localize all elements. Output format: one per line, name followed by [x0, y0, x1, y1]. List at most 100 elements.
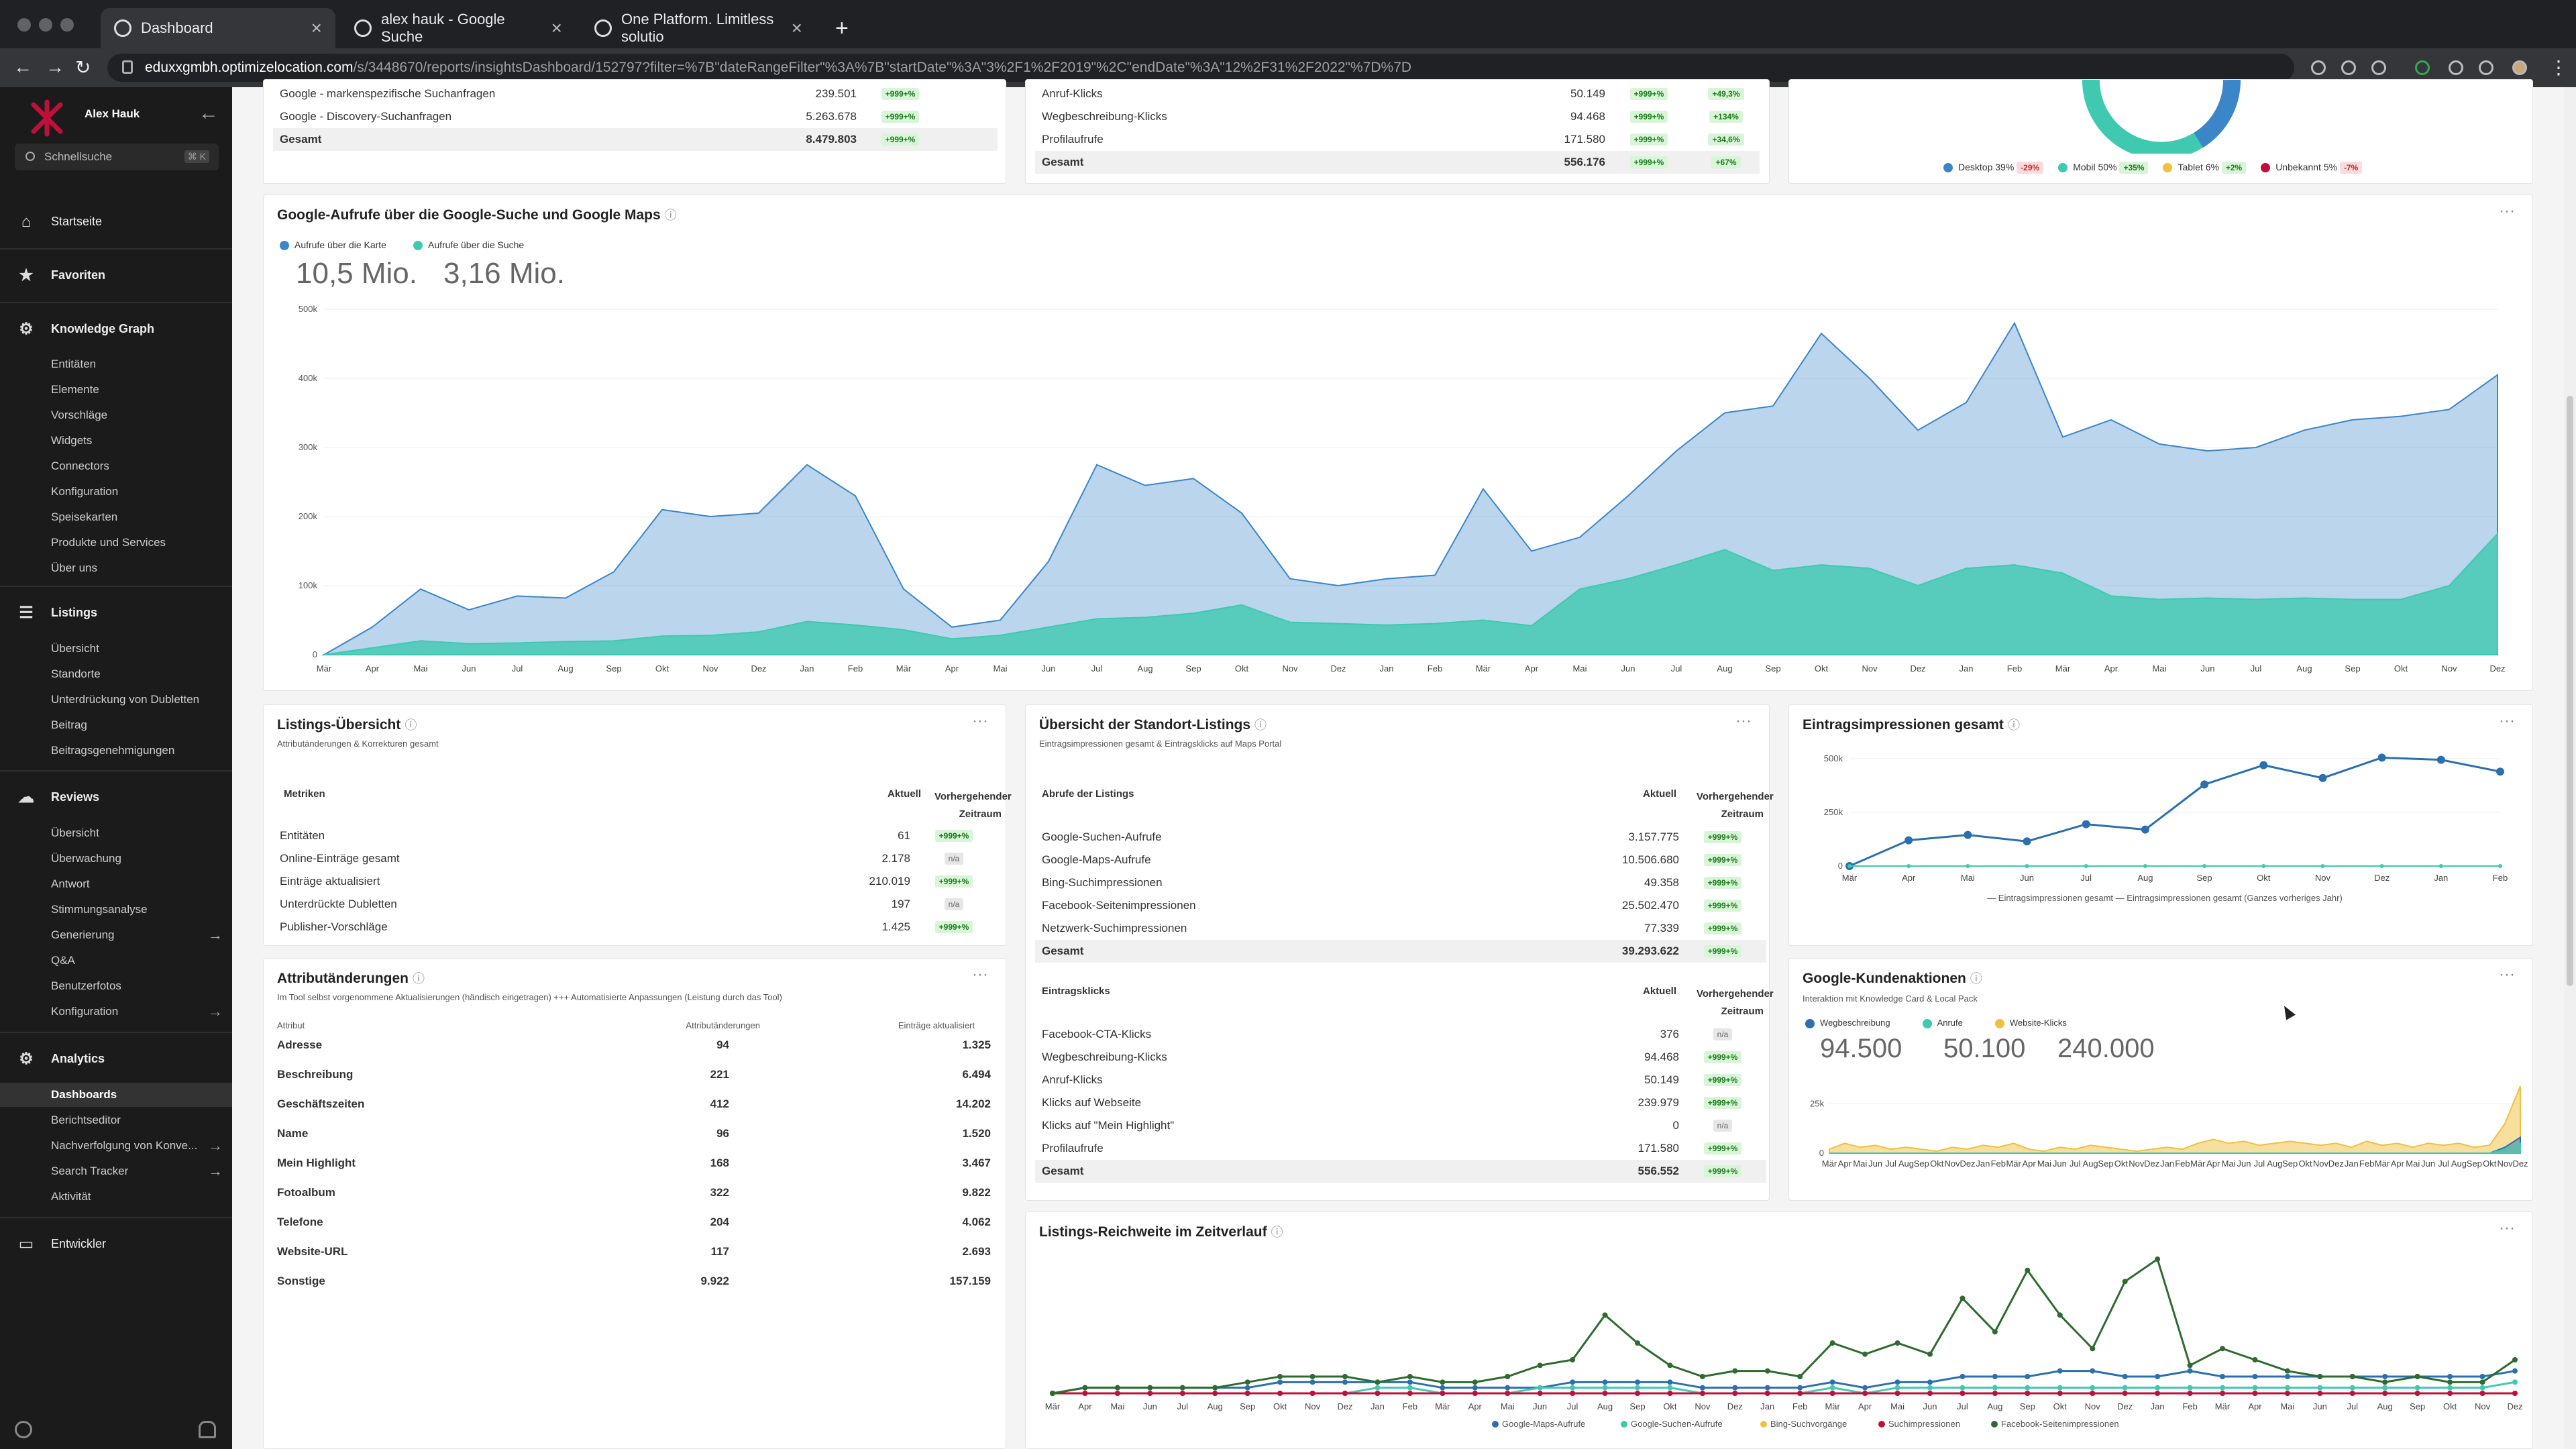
data-point[interactable]	[1992, 1391, 1998, 1396]
nav-developer[interactable]: ▭ Entwickler	[0, 1224, 232, 1264]
user-name[interactable]: Alex Hauk	[85, 107, 140, 120]
help-icon[interactable]	[15, 1421, 32, 1438]
data-point[interactable]	[1570, 1385, 1576, 1391]
data-point[interactable]	[1602, 1385, 1608, 1391]
data-point[interactable]	[1505, 1374, 1511, 1379]
more-options-icon[interactable]: ···	[1735, 712, 1752, 730]
data-point[interactable]	[2122, 1385, 2128, 1391]
data-point[interactable]	[1862, 1351, 1868, 1357]
data-point[interactable]	[1904, 836, 1913, 845]
data-point[interactable]	[1732, 1368, 1738, 1374]
collapse-sidebar-icon[interactable]: ←	[199, 102, 219, 124]
data-point[interactable]	[2479, 1374, 2485, 1379]
data-point[interactable]	[1537, 1362, 1543, 1368]
nav-item-monitoring[interactable]: Überwachung	[51, 852, 121, 865]
data-point[interactable]	[1732, 1391, 1738, 1396]
data-point[interactable]	[1244, 1379, 1250, 1385]
data-point[interactable]	[2090, 1391, 2096, 1396]
data-point[interactable]	[1440, 1379, 1446, 1385]
data-point[interactable]	[1667, 1385, 1673, 1391]
data-point[interactable]	[2200, 780, 2209, 789]
legend-item[interactable]: Website-Klicks	[1994, 1018, 2067, 1028]
data-point[interactable]	[1407, 1391, 1413, 1396]
data-point[interactable]	[2349, 1391, 2355, 1396]
browser-tab-dashboard[interactable]: Dashboard ×	[101, 8, 335, 48]
info-icon[interactable]: ⓘ	[1271, 1226, 1283, 1239]
nav-item-products[interactable]: Produkte und Services	[51, 536, 166, 549]
more-options-icon[interactable]: ···	[2499, 712, 2515, 730]
data-point[interactable]	[2122, 1374, 2128, 1379]
data-point[interactable]	[1732, 1385, 1738, 1391]
data-point[interactable]	[1147, 1385, 1153, 1391]
more-options-icon[interactable]: ···	[2499, 202, 2515, 220]
nav-item-generation[interactable]: Generierung →	[0, 923, 232, 947]
data-point[interactable]	[1797, 1385, 1803, 1391]
window-minimize-control[interactable]	[39, 18, 52, 32]
data-point[interactable]	[1309, 1379, 1316, 1385]
browser-menu-icon[interactable]: ⋮	[2549, 57, 2568, 78]
data-point[interactable]	[2317, 1374, 2323, 1379]
nav-item-elements[interactable]: Elemente	[51, 383, 99, 396]
data-point[interactable]	[1667, 1379, 1673, 1385]
data-point[interactable]	[1927, 1391, 1933, 1396]
nav-analytics[interactable]: ⚙ Analytics	[0, 1038, 232, 1079]
data-point[interactable]	[1537, 1391, 1543, 1396]
tab-close-icon[interactable]: ×	[551, 17, 562, 38]
data-point[interactable]	[2082, 820, 2090, 828]
info-icon[interactable]: ⓘ	[1254, 718, 1267, 732]
data-point[interactable]	[2155, 1385, 2161, 1391]
nav-item-post[interactable]: Beitrag	[51, 718, 87, 731]
more-options-icon[interactable]: ···	[972, 712, 988, 730]
data-point[interactable]	[2284, 1385, 2290, 1391]
data-point[interactable]	[1375, 1385, 1381, 1391]
data-point[interactable]	[1992, 1374, 1998, 1379]
data-point[interactable]	[2090, 1368, 2096, 1374]
data-point[interactable]	[1472, 1385, 1478, 1391]
series-line-4[interactable]	[1052, 1257, 2516, 1395]
data-point[interactable]	[1472, 1391, 1478, 1396]
notification-bell-icon[interactable]	[199, 1421, 216, 1438]
data-point[interactable]	[1342, 1391, 1348, 1396]
data-point[interactable]	[1570, 1391, 1576, 1396]
nav-home[interactable]: ⌂ Startseite	[0, 201, 232, 241]
extension-icon[interactable]	[2415, 60, 2430, 75]
data-point[interactable]	[2187, 1385, 2193, 1391]
data-point[interactable]	[2320, 864, 2325, 868]
info-icon[interactable]: ⓘ	[664, 209, 677, 222]
data-point[interactable]	[2084, 864, 2088, 868]
data-point[interactable]	[1440, 1391, 1446, 1396]
data-point[interactable]	[2259, 761, 2268, 769]
tab-close-icon[interactable]: ×	[791, 17, 802, 38]
data-point[interactable]	[1114, 1391, 1120, 1396]
nav-item-conversion-tracking[interactable]: Nachverfolgung von Konve... →	[0, 1134, 232, 1158]
nav-item-sentiment[interactable]: Stimmungsanalyse	[51, 903, 148, 916]
data-point[interactable]	[1927, 1385, 1933, 1391]
data-point[interactable]	[2284, 1368, 2290, 1374]
nav-item-configuration[interactable]: Konfiguration →	[0, 1000, 232, 1024]
data-point[interactable]	[1505, 1391, 1511, 1396]
more-options-icon[interactable]: ···	[972, 965, 988, 983]
series-line-0[interactable]	[1052, 1370, 2516, 1395]
data-point[interactable]	[2220, 1374, 2225, 1379]
data-point[interactable]	[2377, 753, 2386, 762]
data-point[interactable]	[1927, 1379, 1933, 1385]
data-point[interactable]	[1309, 1374, 1316, 1379]
data-point[interactable]	[1472, 1379, 1478, 1385]
nav-item-user-photos[interactable]: Benutzerfotos	[51, 979, 121, 992]
nav-reviews[interactable]: ☁ Reviews	[0, 777, 232, 817]
data-point[interactable]	[1212, 1391, 1218, 1396]
data-point[interactable]	[2379, 864, 2384, 868]
data-point[interactable]	[1050, 1391, 1055, 1396]
series-area-1[interactable]	[1829, 1142, 2521, 1154]
nav-item-configuration[interactable]: Konfiguration	[51, 485, 119, 498]
data-point[interactable]	[2414, 1391, 2420, 1396]
data-point[interactable]	[1964, 830, 1972, 839]
data-point[interactable]	[2512, 1379, 2518, 1385]
data-point[interactable]	[1894, 1385, 1900, 1391]
data-point[interactable]	[2382, 1374, 2388, 1379]
address-bar[interactable]: eduxxgmbh.optimizelocation.com/s/3448670…	[107, 54, 2294, 82]
data-point[interactable]	[2479, 1379, 2485, 1385]
nav-item-response[interactable]: Antwort	[51, 877, 90, 890]
new-tab-button[interactable]: +	[835, 15, 849, 41]
data-point[interactable]	[1699, 1391, 1705, 1396]
